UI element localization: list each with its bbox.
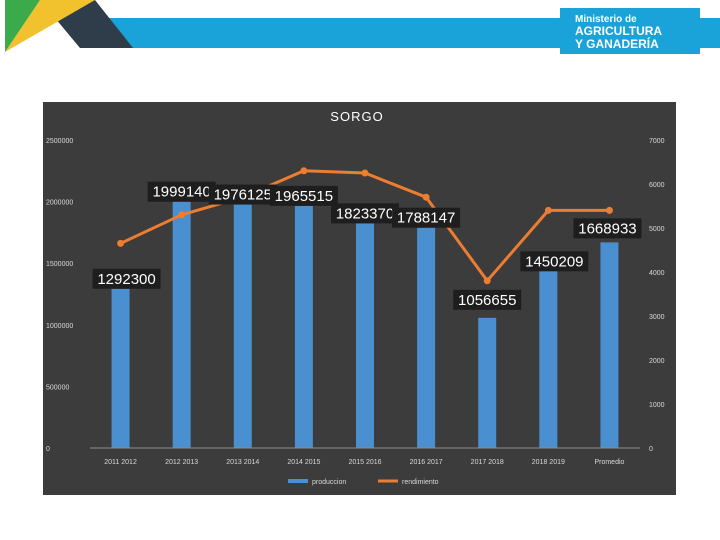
- data-label-produccion: 1056655: [458, 292, 516, 309]
- right-tick-label: 3000: [649, 314, 665, 321]
- point-rendimiento: [605, 206, 613, 214]
- data-label-box: [269, 185, 338, 206]
- right-tick-label: 7000: [649, 138, 665, 145]
- left-tick-label: 500000: [46, 384, 69, 391]
- category-label: 2016 2017: [410, 459, 443, 466]
- bar-produccion: [417, 227, 436, 448]
- point-rendimiento: [422, 193, 430, 201]
- header-yellow-triangle: [5, 0, 95, 52]
- bar-produccion: [478, 317, 497, 448]
- bar-produccion: [233, 204, 252, 448]
- category-label: 2018 2019: [532, 459, 565, 466]
- left-axis: 0 500000 1000000 1500000 2000000 2500000: [46, 138, 73, 453]
- chart-container: SORGO 0 500000 1000000 1500000 2000000 250000…: [43, 102, 676, 495]
- left-tick-label: 2000000: [46, 200, 73, 207]
- header-graphic: Ministerio de AGRICULTURA Y GANADERÍA: [5, 0, 720, 54]
- data-label-box: [453, 289, 522, 310]
- bar-produccion: [172, 201, 191, 448]
- legend-label: produccion: [312, 479, 346, 486]
- category-label: 2013 2014: [226, 459, 259, 466]
- category-label: 2012 2013: [165, 459, 198, 466]
- category-label: Promedio: [594, 459, 624, 466]
- right-tick-label: 1000: [649, 402, 665, 409]
- left-tick-label: 1500000: [46, 261, 73, 268]
- point-rendimiento: [300, 167, 308, 175]
- category-label: 2017 2018: [471, 459, 504, 466]
- chart-title: SORGO: [330, 109, 383, 124]
- bar-produccion: [294, 205, 313, 448]
- sorgo-chart: SORGO 0 500000 1000000 1500000 2000000 250000…: [43, 102, 676, 495]
- category-axis: 2011 2012 2012 2013 2013 2014 2014 2015 2015…: [104, 459, 624, 466]
- right-tick-label: 4000: [649, 270, 665, 277]
- data-label-produccion: 1668933: [578, 220, 636, 237]
- data-label-produccion: 1965515: [275, 188, 333, 205]
- ministry-logo-box: [560, 8, 700, 54]
- bar-series-produccion: [111, 201, 619, 448]
- point-rendimiento: [117, 239, 125, 247]
- right-tick-label: 0: [649, 446, 653, 453]
- data-label-produccion: 1823370: [336, 205, 394, 222]
- data-label-box: [392, 207, 461, 228]
- legend: produccion rendimiento: [288, 479, 439, 486]
- data-label-box: [573, 218, 642, 239]
- category-label: 2011 2012: [104, 459, 137, 466]
- bar-produccion: [111, 288, 130, 448]
- data-label-produccion: 1292300: [97, 271, 155, 288]
- data-label-produccion: 1450209: [525, 253, 583, 270]
- bar-produccion: [356, 223, 374, 448]
- point-rendimiento: [544, 206, 552, 214]
- right-axis: 0 1000 2000 3000 4000 5000 6000 7000: [649, 138, 665, 453]
- right-tick-label: 2000: [649, 358, 665, 365]
- ministry-logo-line2: AGRICULTURA: [575, 24, 662, 38]
- point-rendimiento: [361, 169, 369, 177]
- ministry-logo-line1: Ministerio de: [575, 14, 637, 25]
- header-green-triangle: [5, 0, 40, 52]
- data-label-produccion: 1976125: [214, 187, 272, 204]
- category-label: 2015 2016: [348, 459, 381, 466]
- data-label-box: [147, 181, 216, 202]
- point-rendimiento: [178, 211, 186, 219]
- legend-label: rendimiento: [402, 479, 439, 486]
- data-label-box: [520, 251, 589, 272]
- data-label-box: [208, 184, 277, 205]
- right-tick-label: 6000: [649, 182, 665, 189]
- category-label: 2014 2015: [287, 459, 320, 466]
- data-label-produccion: 1999140: [152, 184, 210, 201]
- bar-produccion: [539, 269, 558, 448]
- legend-swatch-produccion: [288, 479, 308, 483]
- right-tick-label: 5000: [649, 226, 665, 233]
- left-tick-label: 0: [46, 446, 50, 453]
- ministry-logo-line3: Y GANADERÍA: [575, 36, 659, 51]
- data-label-produccion: 1788147: [397, 210, 455, 227]
- point-rendimiento: [483, 277, 491, 285]
- bar-produccion: [600, 242, 619, 448]
- header-banner: Ministerio de AGRICULTURA Y GANADERÍA: [0, 0, 720, 62]
- data-label-box: [92, 268, 161, 289]
- left-tick-label: 1000000: [46, 323, 73, 330]
- data-label-box: [331, 203, 399, 224]
- left-tick-label: 2500000: [46, 138, 73, 145]
